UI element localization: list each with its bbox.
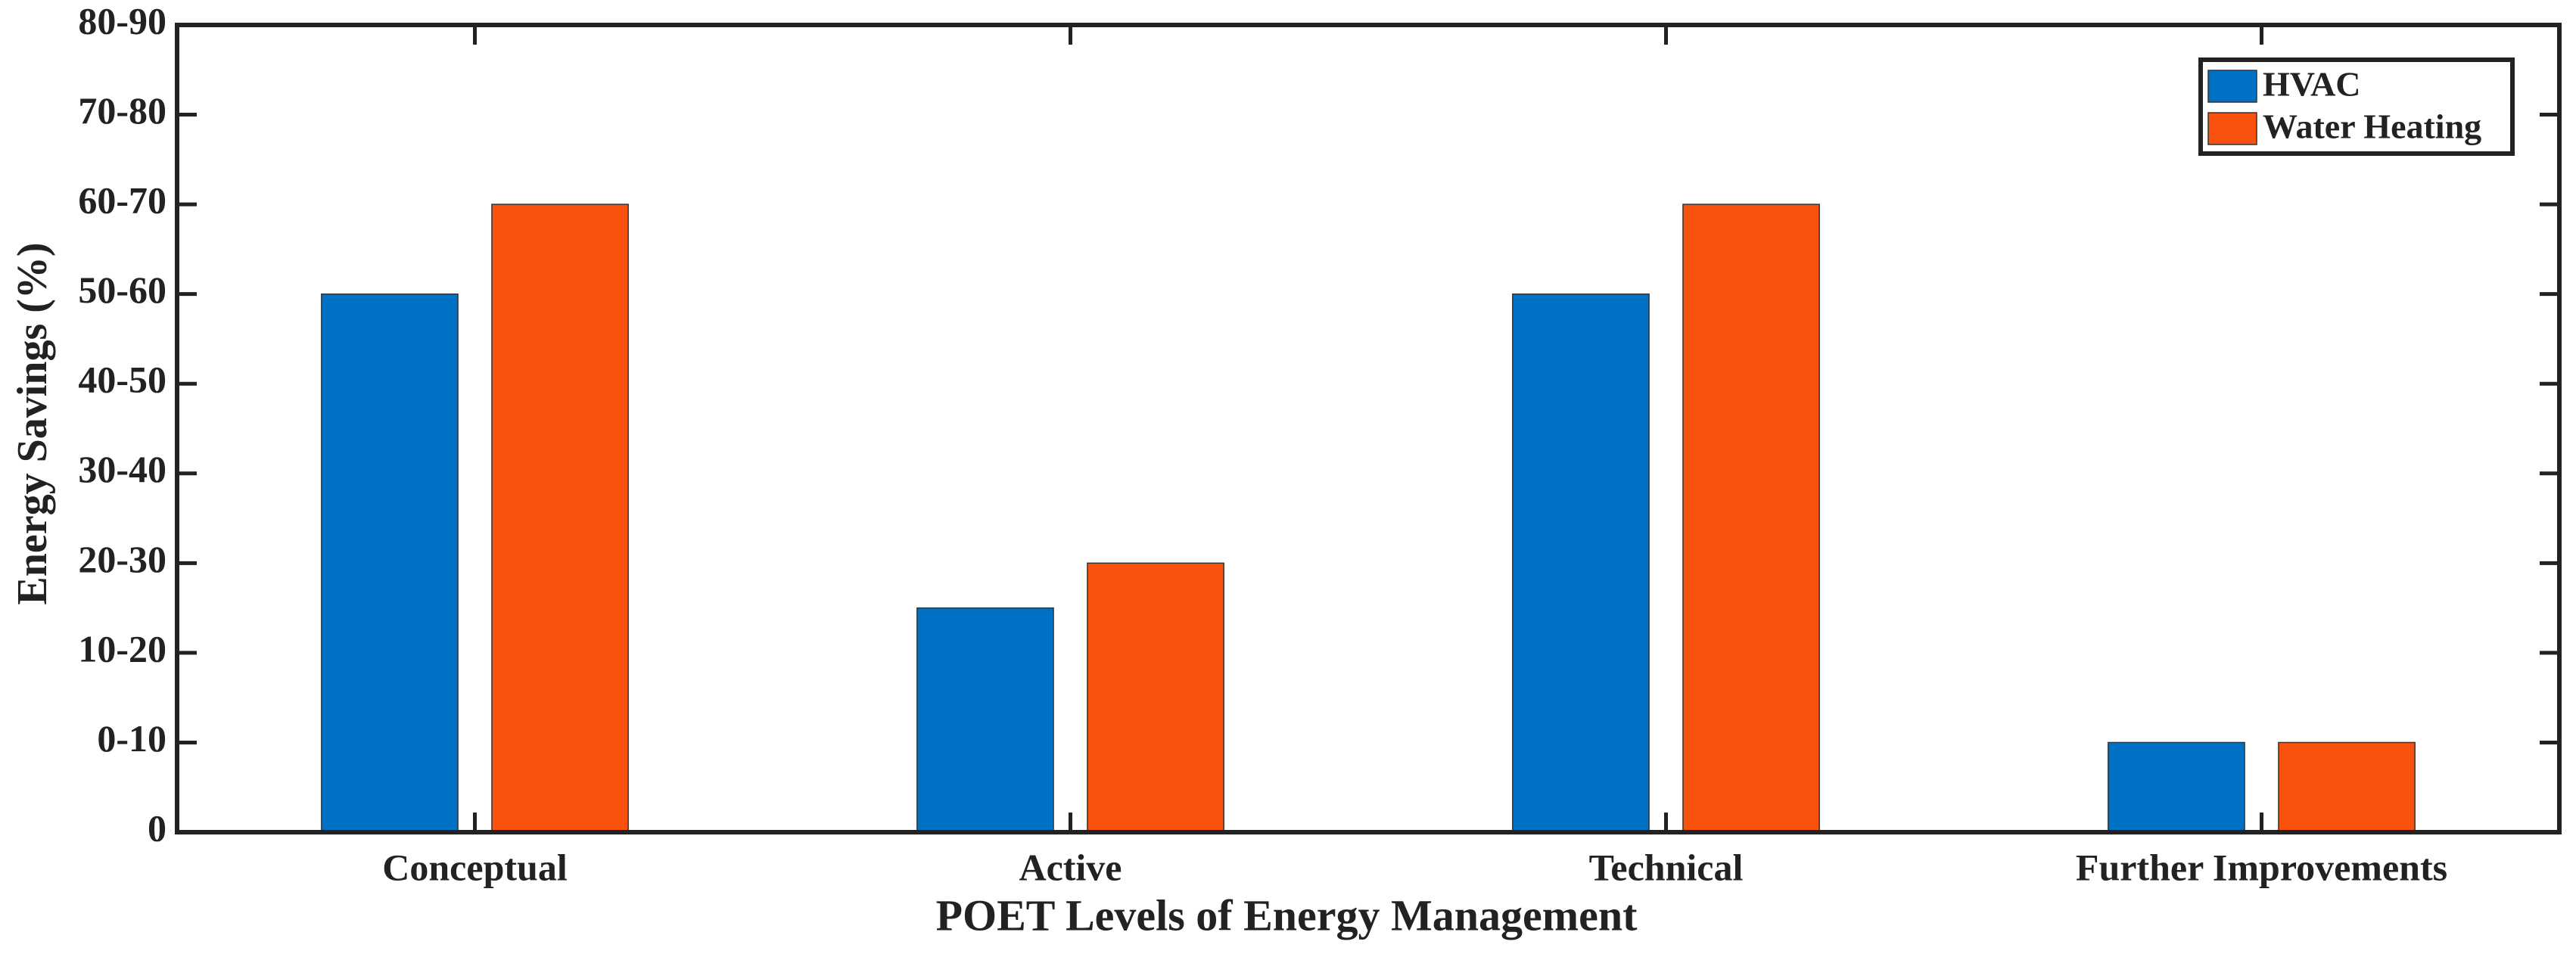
y-tick-label: 20-30 xyxy=(78,538,166,580)
y-tick-label: 80-90 xyxy=(78,0,166,42)
y-tick-label: 0 xyxy=(148,806,166,849)
x-tick-label: Technical xyxy=(1589,846,1744,888)
bar xyxy=(491,204,629,833)
bar xyxy=(1682,204,1820,833)
bar xyxy=(321,293,459,833)
y-tick-label: 60-70 xyxy=(78,179,166,222)
y-tick-label: 30-40 xyxy=(78,448,166,490)
bar xyxy=(916,607,1054,833)
y-tick-label: 10-20 xyxy=(78,627,166,670)
legend-label: HVAC xyxy=(2263,65,2361,104)
y-tick-label: 0-10 xyxy=(97,717,166,760)
y-tick-label: 70-80 xyxy=(78,89,166,132)
x-tick-label: Active xyxy=(1019,846,1122,888)
legend-label: Water Heating xyxy=(2263,107,2481,146)
bar xyxy=(1087,562,1224,833)
plot-frame xyxy=(175,23,2562,834)
legend-swatch xyxy=(2207,70,2257,103)
x-axis-label: POET Levels of Energy Management xyxy=(936,890,1638,940)
bar xyxy=(2108,741,2245,833)
legend-swatch xyxy=(2207,112,2257,145)
y-tick-label: 50-60 xyxy=(78,269,166,311)
x-tick-label: Further Improvements xyxy=(2076,846,2447,888)
y-axis-label: Energy Savings (%) xyxy=(9,242,56,604)
bar xyxy=(2278,741,2416,833)
x-tick-label: Conceptual xyxy=(382,846,568,888)
bar xyxy=(1512,293,1650,833)
y-tick-label: 40-50 xyxy=(78,359,166,401)
